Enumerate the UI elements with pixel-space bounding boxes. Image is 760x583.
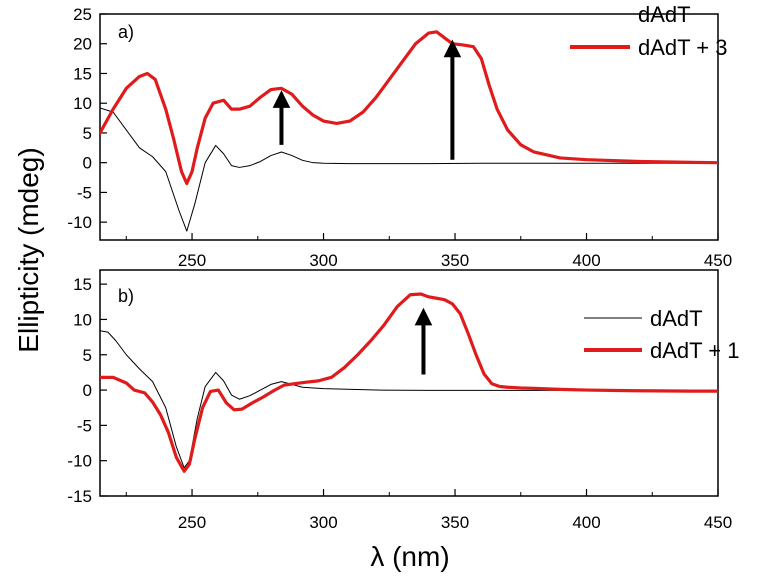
- x-axis-title: λ (nm): [370, 541, 449, 572]
- panel-b-xtick-label-250: 250: [178, 513, 206, 532]
- panel-b-label: b): [118, 286, 134, 306]
- panel-a-legend-label-dAdT: dAdT: [638, 2, 691, 27]
- panel-a-legend-label-dAdT-3: dAdT + 3: [638, 35, 728, 60]
- panel-b-series-dAdT: [100, 330, 718, 469]
- panel-a-legend: dAdT dAdT + 3: [570, 2, 728, 60]
- panel-a-arrows: [272, 39, 462, 160]
- panel-a-ytick-label-0: 0: [83, 154, 92, 173]
- panel-a-xtick-label-250: 250: [178, 251, 206, 270]
- panel-b-legend-label-dAdT: dAdT: [650, 306, 703, 331]
- panel-b-xtick-label-400: 400: [572, 513, 600, 532]
- panel-a-ytick-label--10: -10: [67, 213, 92, 232]
- panel-a-xtick-label-450: 450: [704, 251, 732, 270]
- panel-b-ytick-label--10: -10: [67, 452, 92, 471]
- panel-b-legend-label-dAdT-1: dAdT + 1: [650, 338, 740, 363]
- y-axis-title: Ellipticity (mdeg): [13, 147, 44, 352]
- panel-a-lines: [100, 30, 718, 232]
- panel-b-xtick-label-350: 350: [441, 513, 469, 532]
- panel-a-ytick-label-20: 20: [73, 35, 92, 54]
- panel-a: a) 250 300 350 400 450 -10 -5 0 5 10 15 20 25 dAdT d…: [67, 2, 732, 270]
- panel-b-arrows: [414, 307, 433, 375]
- panel-a-xtick-label-400: 400: [572, 251, 600, 270]
- panel-b-plot-frame: [99, 269, 719, 497]
- panel-b-ticks: 250 300 350 400 450 -15 -10 -5 0 5 10 15: [67, 275, 732, 532]
- panel-b-series-dAdT-1: [100, 292, 718, 473]
- panel-a-ticks: 250 300 350 400 450 -10 -5 0 5 10 15 20 25: [67, 5, 732, 270]
- panel-b: b) 250 300 350 400 450 -15 -10 -5 0 5 10 15 dAdT dA…: [67, 269, 740, 532]
- panel-b-ytick-label-5: 5: [83, 346, 92, 365]
- panel-b-xtick-label-300: 300: [309, 513, 337, 532]
- panel-a-arrow-head-1: [443, 39, 462, 58]
- panel-a-label: a): [118, 22, 134, 42]
- panel-a-series-dAdT-3: [100, 30, 718, 186]
- panel-a-ytick-label--5: -5: [77, 183, 92, 202]
- panel-a-xtick-label-350: 350: [441, 251, 469, 270]
- panel-a-series-dAdT: [100, 107, 718, 232]
- panel-b-lines: [100, 292, 718, 473]
- panel-b-arrow-head-0: [414, 307, 433, 326]
- panel-a-arrow-head-0: [272, 90, 291, 108]
- panel-a-xtick-label-300: 300: [309, 251, 337, 270]
- panel-b-ytick-label-10: 10: [73, 310, 92, 329]
- panel-b-ytick-label--5: -5: [77, 416, 92, 435]
- panel-b-legend: dAdT dAdT + 1: [584, 306, 740, 363]
- panel-b-ytick-label-15: 15: [73, 275, 92, 294]
- panel-a-plot-frame: [99, 13, 719, 241]
- panel-a-ytick-label-15: 15: [73, 64, 92, 83]
- panel-b-ytick-label-0: 0: [83, 381, 92, 400]
- panel-a-ytick-label-5: 5: [83, 124, 92, 143]
- panel-b-ytick-label--15: -15: [67, 487, 92, 506]
- panel-b-xtick-label-450: 450: [704, 513, 732, 532]
- panel-a-ytick-label-10: 10: [73, 94, 92, 113]
- panel-a-ytick-label-25: 25: [73, 5, 92, 24]
